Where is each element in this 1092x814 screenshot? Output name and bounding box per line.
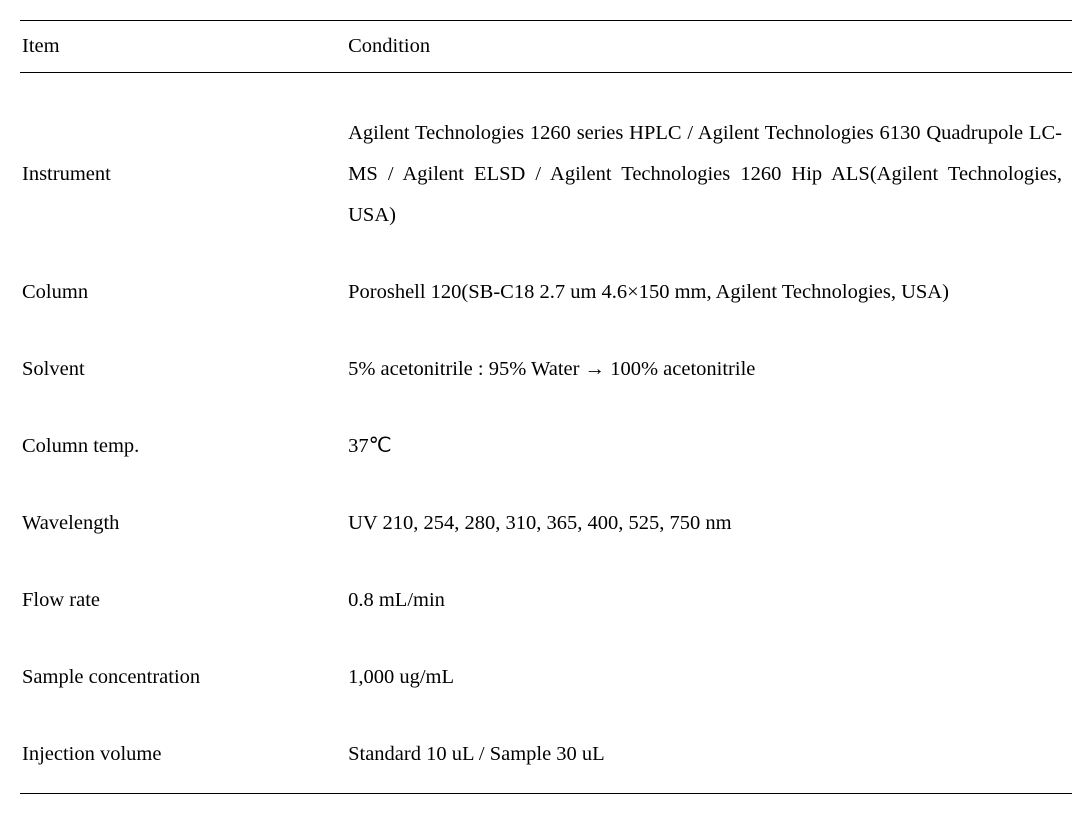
item-cell: Sample concentration — [20, 639, 346, 716]
table-row: Flow rate 0.8 mL/min — [20, 562, 1072, 639]
item-cell: Wavelength — [20, 485, 346, 562]
condition-cell: Poroshell 120(SB-C18 2.7 um 4.6×150 mm, … — [346, 254, 1072, 331]
header-condition: Condition — [346, 21, 1072, 73]
table-row: Solvent 5% acetonitrile : 95% Water → 10… — [20, 331, 1072, 408]
item-cell: Flow rate — [20, 562, 346, 639]
condition-cell: 5% acetonitrile : 95% Water → 100% aceto… — [346, 331, 1072, 408]
table-row: Column Poroshell 120(SB-C18 2.7 um 4.6×1… — [20, 254, 1072, 331]
condition-cell: UV 210, 254, 280, 310, 365, 400, 525, 75… — [346, 485, 1072, 562]
condition-cell: 0.8 mL/min — [346, 562, 1072, 639]
condition-cell: 1,000 ug/mL — [346, 639, 1072, 716]
item-cell: Injection volume — [20, 716, 346, 794]
condition-cell: Agilent Technologies 1260 series HPLC / … — [346, 73, 1072, 255]
table-row: Column temp. 37℃ — [20, 408, 1072, 485]
conditions-table: Item Condition Instrument Agilent Techno… — [20, 20, 1072, 794]
condition-cell: Standard 10 uL / Sample 30 uL — [346, 716, 1072, 794]
table-row: Wavelength UV 210, 254, 280, 310, 365, 4… — [20, 485, 1072, 562]
condition-cell: 37℃ — [346, 408, 1072, 485]
table-row: Instrument Agilent Technologies 1260 ser… — [20, 73, 1072, 255]
item-cell: Instrument — [20, 73, 346, 255]
item-cell: Column — [20, 254, 346, 331]
item-cell: Column temp. — [20, 408, 346, 485]
table-row: Injection volume Standard 10 uL / Sample… — [20, 716, 1072, 794]
item-cell: Solvent — [20, 331, 346, 408]
header-item: Item — [20, 21, 346, 73]
table-header-row: Item Condition — [20, 21, 1072, 73]
table-row: Sample concentration 1,000 ug/mL — [20, 639, 1072, 716]
